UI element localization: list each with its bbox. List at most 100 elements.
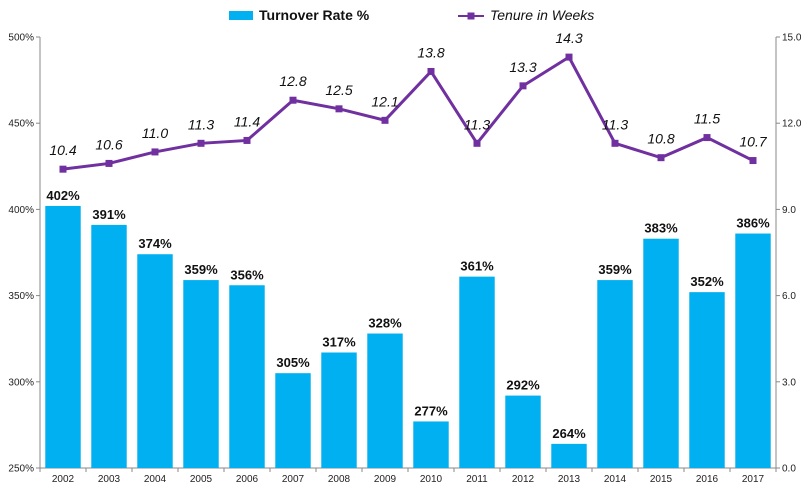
bar-data-label: 402% xyxy=(46,188,80,203)
tenure-point xyxy=(335,105,343,113)
x-tick-label: 2006 xyxy=(236,474,259,485)
tenure-line xyxy=(59,53,757,173)
bar xyxy=(735,233,771,468)
x-tick-label: 2008 xyxy=(328,474,351,485)
y-right-tick-label: 9.0 xyxy=(782,205,796,216)
tenure-data-label: 12.8 xyxy=(279,73,306,89)
bar xyxy=(689,292,725,468)
tenure-data-label: 12.5 xyxy=(325,82,352,98)
tenure-point xyxy=(151,148,159,156)
tenure-point xyxy=(59,165,67,173)
tenure-data-label: 11.3 xyxy=(464,116,490,132)
bar xyxy=(229,285,265,468)
tenure-data-label: 11.0 xyxy=(142,125,168,141)
legend-marker-tenure xyxy=(467,12,475,20)
tenure-point xyxy=(473,139,481,147)
bar-data-label: 356% xyxy=(230,267,264,282)
bar-data-label: 361% xyxy=(460,259,494,274)
tenure-data-label: 11.3 xyxy=(188,116,214,132)
x-tick-label: 2002 xyxy=(52,474,75,485)
bar-data-label: 305% xyxy=(276,355,310,370)
bar xyxy=(643,238,679,468)
tenure-point xyxy=(289,96,297,104)
tenure-data-label: 13.8 xyxy=(417,44,444,60)
bar-data-label: 277% xyxy=(414,403,448,418)
tenure-data-label: 11.3 xyxy=(602,116,628,132)
bar-data-label: 359% xyxy=(598,262,632,277)
y-left-tick-label: 400% xyxy=(8,205,34,216)
tenure-polyline xyxy=(62,54,754,171)
tenure-data-label: 13.3 xyxy=(509,59,536,75)
tenure-point xyxy=(427,67,435,75)
y-right-tick-label: 12.0 xyxy=(782,119,802,130)
tenure-data-label: 10.4 xyxy=(49,142,76,158)
bar-data-label: 391% xyxy=(92,207,126,222)
legend-label-tenure: Tenure in Weeks xyxy=(490,7,594,23)
x-tick-label: 2004 xyxy=(144,474,167,485)
tenure-point xyxy=(381,116,389,124)
tenure-point xyxy=(197,139,205,147)
y-left-tick-label: 300% xyxy=(8,377,34,388)
tenure-point xyxy=(749,157,757,165)
bar xyxy=(459,276,495,468)
y-left-tick-label: 350% xyxy=(8,291,34,302)
bar xyxy=(413,421,449,468)
tenure-data-label: 11.5 xyxy=(694,111,720,127)
bar xyxy=(91,224,127,468)
bar-data-label: 264% xyxy=(552,426,586,441)
legend-swatch-turnover xyxy=(229,11,253,20)
x-tick-label: 2013 xyxy=(558,474,581,485)
y-left-tick-label: 450% xyxy=(8,119,34,130)
tenure-data-label: 11.4 xyxy=(234,113,260,129)
bar xyxy=(321,352,357,468)
x-tick-label: 2011 xyxy=(466,474,488,485)
bar-data-label: 374% xyxy=(138,236,172,251)
bar-data-label: 317% xyxy=(322,334,356,349)
tenure-data-label: 12.1 xyxy=(371,93,398,109)
x-tick-label: 2007 xyxy=(282,474,305,485)
tenure-point xyxy=(519,82,527,90)
bar xyxy=(137,254,173,468)
tenure-data-label: 14.3 xyxy=(555,30,582,46)
x-tick-label: 2010 xyxy=(420,474,443,485)
bar xyxy=(597,280,633,468)
x-tick-label: 2012 xyxy=(512,474,535,485)
x-tick-label: 2017 xyxy=(742,474,765,485)
tenure-data-label: 10.8 xyxy=(647,131,674,147)
x-tick-label: 2015 xyxy=(650,474,673,485)
bar xyxy=(45,205,81,468)
bar xyxy=(367,333,403,468)
y-left-tick-label: 500% xyxy=(8,33,34,44)
x-tick-label: 2014 xyxy=(604,474,627,485)
bar-data-label: 292% xyxy=(506,378,540,393)
y-left-tick-label: 250% xyxy=(8,464,34,475)
tenure-point xyxy=(657,154,665,162)
bar-data-label: 328% xyxy=(368,316,402,331)
tenure-point xyxy=(565,53,573,61)
bar-data-label: 386% xyxy=(736,216,770,231)
tenure-data-label: 10.6 xyxy=(95,136,122,152)
y-right-tick-label: 15.0 xyxy=(782,33,802,44)
tenure-point xyxy=(611,139,619,147)
bars xyxy=(45,205,771,468)
tenure-point xyxy=(105,159,113,167)
y-right-tick-label: 6.0 xyxy=(782,291,796,302)
legend: Turnover Rate % Tenure in Weeks xyxy=(229,7,594,23)
bar-data-label: 352% xyxy=(690,274,724,289)
bar xyxy=(183,280,219,468)
tenure-data-label: 10.7 xyxy=(739,134,767,150)
tenure-point xyxy=(243,136,251,144)
bar-data-label: 383% xyxy=(644,221,678,236)
x-tick-label: 2005 xyxy=(190,474,213,485)
bar-data-label: 359% xyxy=(184,262,218,277)
bar xyxy=(505,395,541,468)
y-right-tick-label: 3.0 xyxy=(782,377,796,388)
bar xyxy=(275,373,311,468)
tenure-point xyxy=(703,134,711,142)
bar xyxy=(551,443,587,468)
x-tick-label: 2003 xyxy=(98,474,121,485)
legend-label-turnover: Turnover Rate % xyxy=(259,7,370,23)
x-tick-label: 2009 xyxy=(374,474,397,485)
x-tick-label: 2016 xyxy=(696,474,719,485)
